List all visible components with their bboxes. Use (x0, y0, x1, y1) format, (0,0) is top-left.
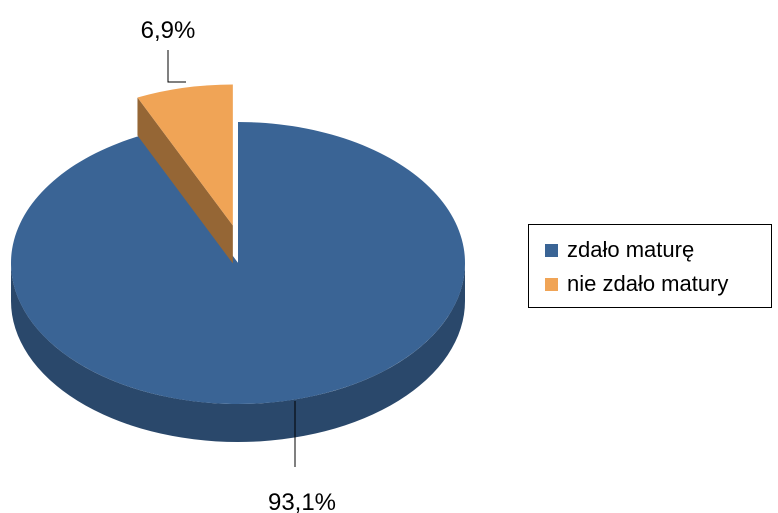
data-label: 93,1% (268, 489, 336, 513)
pie-slice-0 (10, 122, 465, 442)
pie-slice-top (10, 122, 465, 405)
legend-swatch (545, 243, 558, 257)
legend-item-zdalo-mature: zdało maturę (545, 237, 694, 263)
legend-label: nie zdało matury (567, 271, 729, 296)
pie-slice-cut (137, 97, 233, 264)
pie-slice-side (11, 263, 465, 442)
pie-slice-top (137, 84, 233, 226)
pie-slice-1 (137, 84, 233, 264)
leader-line (167, 50, 186, 83)
legend: zdało maturę nie zdało matury (528, 224, 772, 308)
legend-label: zdało maturę (567, 237, 695, 262)
legend-swatch (545, 277, 558, 291)
data-label: 6,9% (141, 17, 196, 44)
legend-item-nie-zdalo-matury: nie zdało matury (545, 271, 728, 297)
